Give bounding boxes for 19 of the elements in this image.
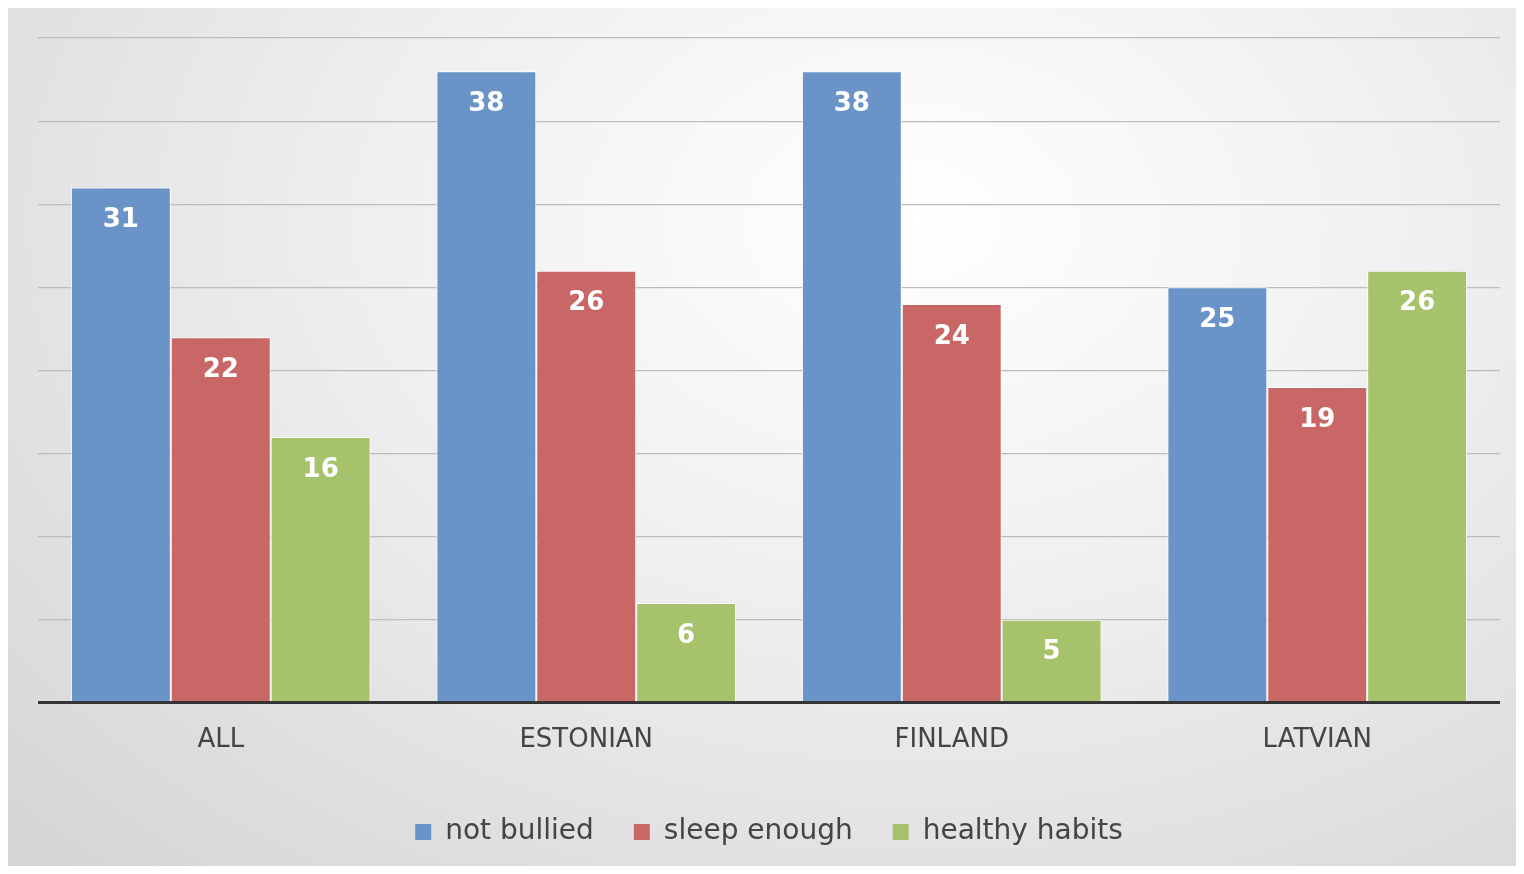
data-label: 25 bbox=[1199, 303, 1236, 334]
data-label: 6 bbox=[677, 618, 696, 649]
data-label: 38 bbox=[833, 86, 870, 117]
data-label: 26 bbox=[568, 286, 605, 317]
x-tick-label: FINLAND bbox=[894, 723, 1009, 754]
data-label: 38 bbox=[468, 86, 505, 117]
data-label: 16 bbox=[302, 452, 339, 483]
x-tick-label: ALL bbox=[197, 723, 245, 754]
x-tick-label: ESTONIAN bbox=[519, 723, 654, 754]
legend-label: sleep enough bbox=[663, 813, 853, 847]
data-label: 5 bbox=[1042, 635, 1061, 666]
data-label: 19 bbox=[1299, 402, 1336, 433]
legend-label: healthy habits bbox=[922, 813, 1123, 847]
data-label: 22 bbox=[202, 352, 239, 383]
data-label: 31 bbox=[102, 203, 139, 234]
data-label: 24 bbox=[933, 319, 970, 350]
legend-label: not bullied bbox=[445, 813, 594, 847]
data-label: 26 bbox=[1399, 286, 1436, 317]
x-tick-label: LATVIAN bbox=[1262, 723, 1372, 754]
